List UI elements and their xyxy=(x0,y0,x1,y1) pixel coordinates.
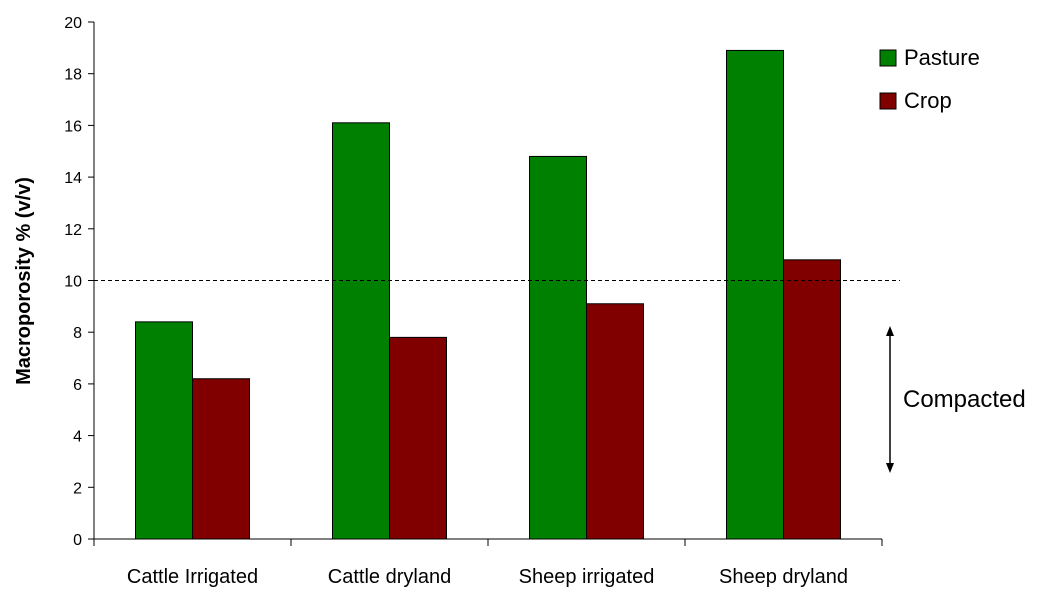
bar-crop-sheep-dryland xyxy=(783,259,841,540)
arrow-down-head-icon xyxy=(886,463,894,473)
y-tick-label-6: 6 xyxy=(73,377,82,394)
compacted-label: Compacted xyxy=(903,386,1026,413)
bar-pasture-sheep-irrigated xyxy=(529,155,587,540)
compacted-annotation: Compacted xyxy=(886,326,1026,473)
x-tick-label-sheep-irrigated: Sheep irrigated xyxy=(519,566,655,588)
legend-swatch-crop xyxy=(879,92,897,110)
y-tick-label-8: 8 xyxy=(73,325,82,342)
y-tick-label-18: 18 xyxy=(64,67,82,84)
x-tick-label-cattle-dryland: Cattle dryland xyxy=(328,566,451,588)
bar-crop-sheep-irrigated xyxy=(586,303,644,540)
y-tick-label-2: 2 xyxy=(73,480,82,497)
bar-crop-cattle-irrigated xyxy=(192,378,250,540)
bar-pasture-sheep-dryland xyxy=(726,49,784,540)
y-axis-label: Macroporosity % (v/v) xyxy=(13,177,35,385)
axes-layer: Cattle Irrigated Cattle dryland Sheep irri… xyxy=(64,15,883,588)
legend-swatch-pasture xyxy=(879,49,897,67)
y-tick-label-16: 16 xyxy=(64,118,82,135)
bar-crop-cattle-dryland xyxy=(389,336,447,540)
bar-pasture-cattle-dryland xyxy=(332,122,390,540)
bars-layer xyxy=(135,49,841,540)
x-tick-label-cattle-irrigated: Cattle Irrigated xyxy=(127,566,258,588)
bar-pasture-cattle-irrigated xyxy=(135,321,193,540)
y-tick-label-4: 4 xyxy=(73,429,82,446)
legend-label-crop: Crop xyxy=(904,88,952,113)
y-tick-label-14: 14 xyxy=(64,170,82,187)
legend-label-pasture: Pasture xyxy=(904,45,980,70)
arrow-up-head-icon xyxy=(886,326,894,336)
y-tick-label-10: 10 xyxy=(64,274,82,291)
y-tick-label-20: 20 xyxy=(64,15,82,32)
x-tick-label-sheep-dryland: Sheep dryland xyxy=(719,566,848,588)
y-tick-label-0: 0 xyxy=(73,532,82,549)
legend: Pasture Crop xyxy=(879,45,980,113)
y-tick-label-12: 12 xyxy=(64,222,82,239)
